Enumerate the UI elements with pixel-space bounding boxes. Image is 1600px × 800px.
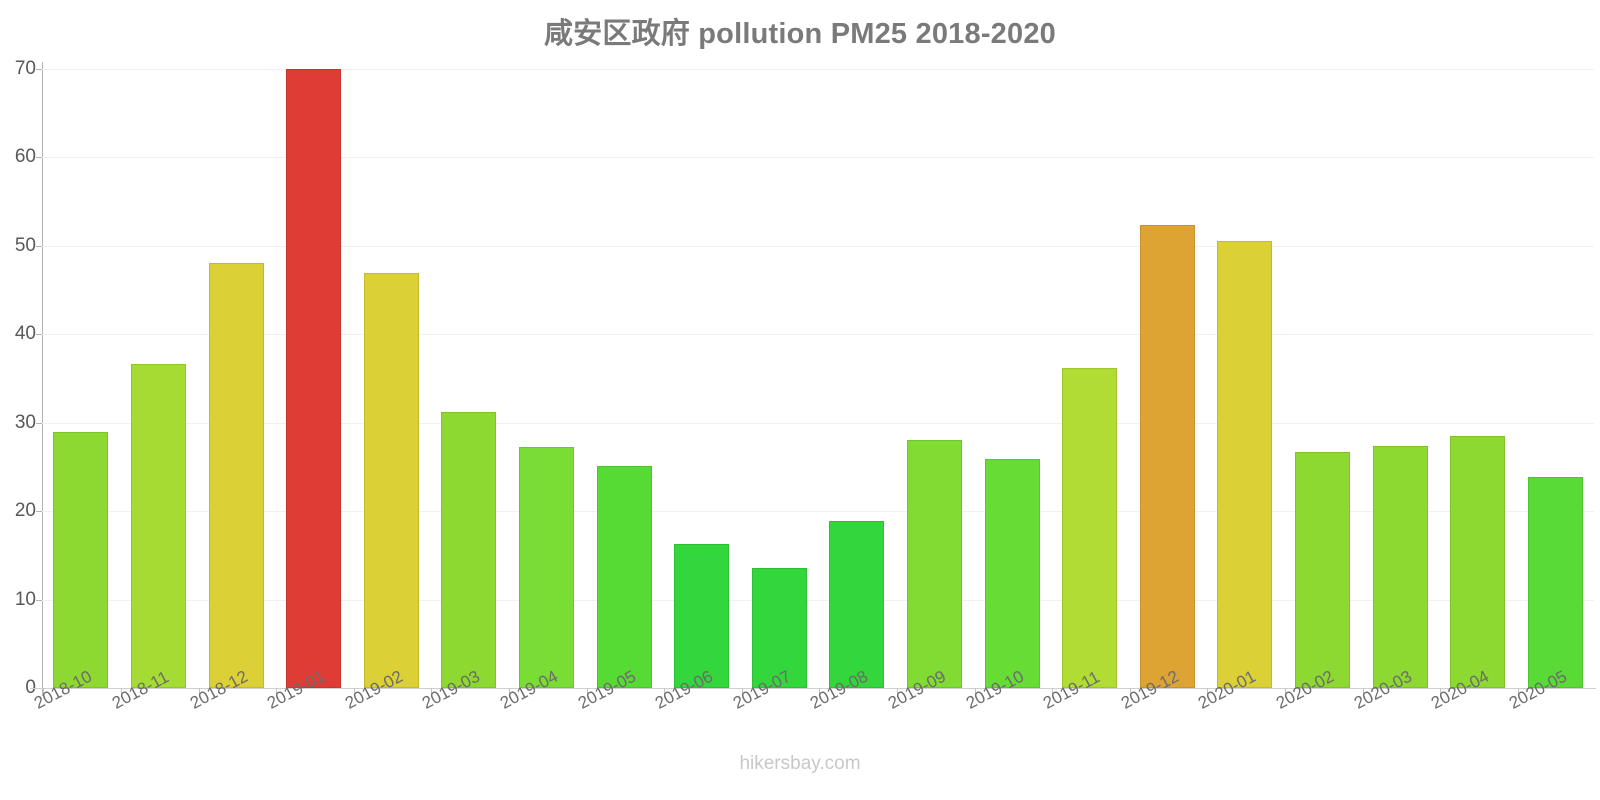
watermark-hikersbay: hikersbay.com bbox=[739, 753, 861, 774]
x-axis-tick-mark bbox=[974, 688, 976, 695]
gridline bbox=[42, 245, 1594, 247]
x-axis-tick-mark bbox=[896, 688, 898, 695]
bar[interactable] bbox=[130, 364, 186, 688]
bar[interactable] bbox=[1527, 476, 1583, 688]
x-axis-tick-mark bbox=[741, 688, 743, 695]
x-axis-tick-mark bbox=[1362, 688, 1364, 695]
x-axis-tick-mark bbox=[353, 688, 355, 695]
bar[interactable] bbox=[518, 447, 574, 688]
gridline bbox=[42, 334, 1594, 336]
gridline bbox=[42, 422, 1594, 424]
bar[interactable] bbox=[906, 440, 962, 688]
gridline bbox=[42, 69, 1594, 70]
x-axis-tick-mark bbox=[1052, 688, 1054, 695]
x-axis-tick-mark bbox=[120, 688, 122, 695]
bar[interactable] bbox=[363, 273, 419, 688]
plot-area bbox=[42, 69, 1594, 688]
y-axis-tick-label: 10 bbox=[14, 588, 36, 610]
y-axis-line bbox=[42, 62, 43, 696]
bar[interactable] bbox=[1139, 224, 1195, 688]
x-axis-tick-mark bbox=[43, 688, 45, 695]
y-axis-tick-label: 20 bbox=[14, 500, 36, 522]
gridline bbox=[42, 599, 1594, 601]
x-axis-tick-mark bbox=[1207, 688, 1209, 695]
x-axis-tick-mark bbox=[276, 688, 278, 695]
x-axis-tick-mark bbox=[431, 688, 433, 695]
bar[interactable] bbox=[1217, 240, 1273, 688]
y-axis-tick-label: 50 bbox=[14, 234, 36, 256]
y-axis-tick-label: 30 bbox=[14, 411, 36, 433]
y-axis-tick-label: 40 bbox=[14, 323, 36, 345]
chart-title: 咸安区政府 pollution PM25 2018-2020 bbox=[543, 18, 1056, 50]
bar[interactable] bbox=[984, 458, 1040, 688]
y-axis-tick-label: 70 bbox=[14, 58, 36, 79]
bar[interactable] bbox=[1450, 435, 1506, 688]
x-axis-tick-mark bbox=[198, 688, 200, 695]
x-axis-tick-mark bbox=[1440, 688, 1442, 695]
y-axis-tick-label: 60 bbox=[14, 146, 36, 168]
gridline bbox=[42, 157, 1594, 159]
bar[interactable] bbox=[53, 431, 109, 688]
x-axis-tick-mark bbox=[508, 688, 510, 695]
bar[interactable] bbox=[1062, 367, 1118, 688]
x-axis-tick-mark bbox=[1129, 688, 1131, 695]
bar[interactable] bbox=[829, 520, 885, 688]
x-axis-tick-mark bbox=[1517, 688, 1519, 695]
x-axis-tick-mark bbox=[586, 688, 588, 695]
x-axis-tick-mark bbox=[664, 688, 666, 695]
bar[interactable] bbox=[1372, 445, 1428, 688]
gridline bbox=[42, 511, 1594, 513]
x-axis-tick-mark bbox=[1284, 688, 1286, 695]
bar[interactable] bbox=[286, 69, 342, 688]
bar[interactable] bbox=[596, 466, 652, 688]
bar[interactable] bbox=[751, 567, 807, 688]
x-axis-tick-mark bbox=[819, 688, 821, 695]
bar[interactable] bbox=[208, 262, 264, 688]
x-axis-line bbox=[30, 688, 1596, 689]
bar[interactable] bbox=[1294, 451, 1350, 688]
bar[interactable] bbox=[441, 412, 497, 688]
bar[interactable] bbox=[674, 543, 730, 688]
